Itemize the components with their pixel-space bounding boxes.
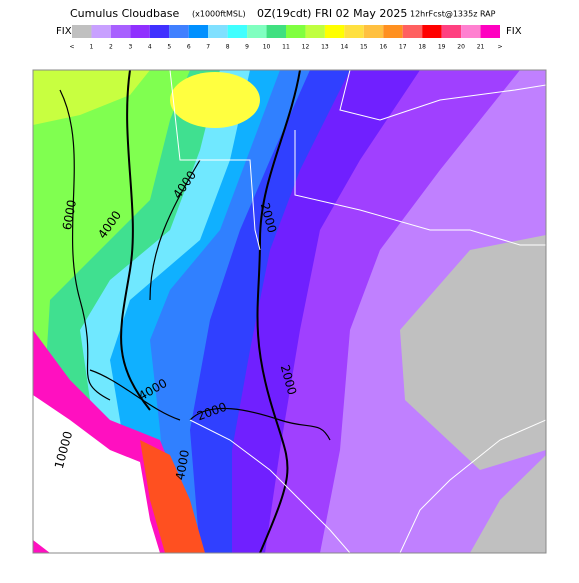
legend-label: 15 [360, 44, 368, 51]
legend-label: 19 [438, 44, 446, 51]
legend-swatch [188, 25, 209, 38]
valid-time: 0Z(19cdt) FRI 02 May 2025 [257, 7, 407, 20]
legend-left: FIX [56, 26, 72, 37]
legend-swatch [363, 25, 384, 38]
legend-label: 10 [263, 44, 271, 51]
legend-swatch [383, 25, 403, 38]
units: (x1000ftMSL) [192, 10, 246, 19]
legend-label: 20 [457, 44, 465, 51]
legend-right: FIX [506, 26, 522, 37]
map-frame [32, 69, 547, 554]
contour [59, 89, 111, 401]
legend-swatch [247, 25, 267, 38]
legend-label: 6 [187, 44, 191, 51]
legend-label: 13 [321, 44, 329, 51]
legend-label: 18 [418, 44, 426, 51]
legend-label: 1 [90, 44, 94, 51]
legend-swatch [208, 25, 228, 38]
legend-swatch [91, 25, 111, 38]
contour [149, 159, 201, 301]
contour [256, 70, 301, 553]
legend-label: 21 [477, 44, 485, 51]
legend-label: 8 [226, 44, 230, 51]
legend-swatch [149, 25, 170, 38]
contour [89, 369, 181, 421]
band [33, 395, 160, 553]
legend-swatch [324, 25, 345, 38]
legend-label: 12 [302, 44, 310, 51]
legend-swatch [441, 25, 462, 38]
borders [169, 70, 546, 553]
legend-label: > [497, 44, 502, 51]
color-bar: <1 2 3 4 5 6 7 8 9 10 11 12 13 14 15 16 17 18 19 20 21 > [69, 25, 503, 51]
border [339, 70, 546, 121]
contour [120, 70, 151, 411]
legend-label: 4 [148, 44, 152, 51]
legend-swatch [72, 25, 92, 38]
legend-swatch [266, 25, 286, 38]
gray-region [470, 455, 546, 553]
legend-swatch [480, 25, 500, 38]
forecast: 12hrFcst@1335z RAP [410, 10, 496, 19]
contour-label: 4000 [173, 449, 192, 482]
contour-label: 6000 [60, 199, 79, 232]
legend-label: < [69, 44, 74, 51]
contours [59, 70, 331, 553]
title: Cumulus Cloudbase [70, 7, 179, 20]
legend-swatch [227, 25, 248, 38]
legend-swatch [110, 25, 131, 38]
legend-swatch [169, 25, 189, 38]
legend-swatch [286, 25, 306, 38]
legend-label: 17 [399, 44, 407, 51]
band [33, 70, 150, 125]
legend-swatch [344, 25, 364, 38]
band [140, 440, 205, 553]
border [169, 70, 261, 251]
contour [189, 407, 331, 441]
border [189, 419, 351, 553]
legend-label: 2 [109, 44, 113, 51]
border [399, 419, 546, 553]
legend-swatch [402, 25, 423, 38]
legend-label: 14 [341, 44, 349, 51]
legend-label: 16 [379, 44, 387, 51]
legend-label: 7 [206, 44, 210, 51]
band [170, 72, 260, 128]
legend-swatch [461, 25, 481, 38]
legend-label: 9 [245, 44, 249, 51]
gray-region [400, 235, 546, 470]
band [33, 70, 190, 553]
legend-label: 5 [167, 44, 171, 51]
legend-swatch [305, 25, 325, 38]
border [294, 130, 546, 246]
legend-label: 11 [282, 44, 290, 51]
legend-swatch [130, 25, 150, 38]
legend-swatch [422, 25, 442, 38]
legend-label: 3 [128, 44, 132, 51]
